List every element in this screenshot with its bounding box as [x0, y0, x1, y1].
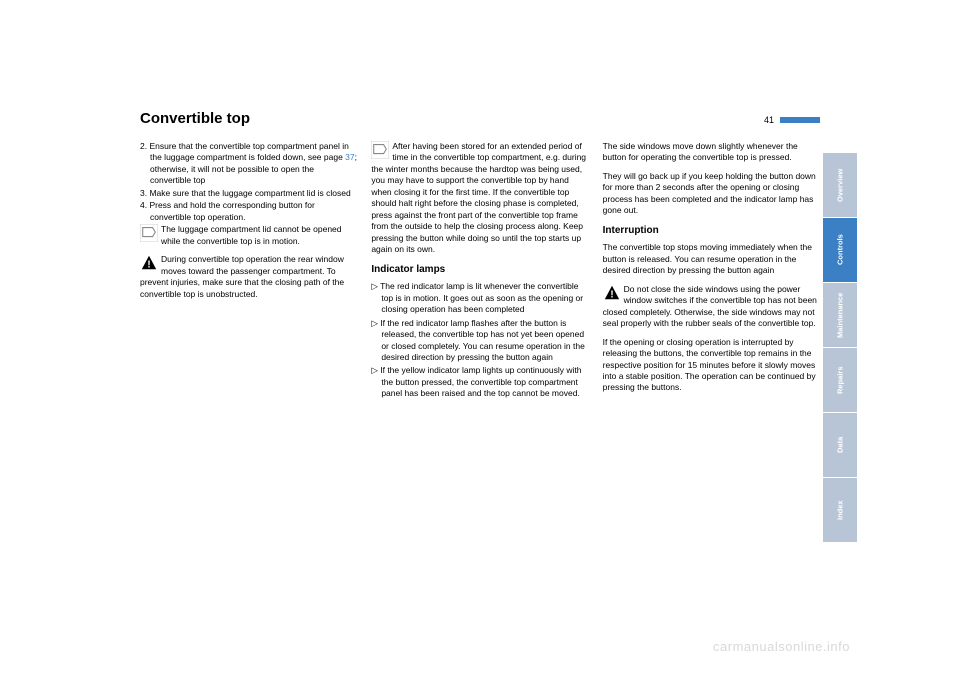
column-1: 2. Ensure that the convertible top compa…: [140, 141, 357, 402]
bullet-list: The red indicator lamp is lit whenever t…: [371, 281, 588, 400]
list-item: If the yellow indicator lamp lights up c…: [371, 365, 588, 399]
tab-maintenance[interactable]: Maintenance: [823, 282, 857, 347]
subheading: Indicator lamps: [371, 263, 588, 277]
page-header: Convertible top 41: [140, 110, 820, 127]
svg-text:!: !: [610, 289, 613, 300]
warning-icon: !: [603, 284, 621, 302]
paragraph: If the opening or closing operation is i…: [603, 337, 820, 394]
info-icon: [371, 141, 389, 159]
svg-text:!: !: [147, 260, 150, 271]
tab-data[interactable]: Data: [823, 412, 857, 477]
page-link[interactable]: 37: [345, 152, 354, 162]
section-indicator-bar: [780, 117, 820, 123]
list-item: 2. Ensure that the convertible top compa…: [140, 141, 357, 187]
warning-note: ! During convertible top operation the r…: [140, 254, 357, 300]
info-note: After having been stored for an extended…: [371, 141, 588, 256]
paragraph: The side windows move down slightly when…: [603, 141, 820, 164]
tab-controls[interactable]: Controls: [823, 217, 857, 282]
paragraph: They will go back up if you keep holding…: [603, 171, 820, 217]
tab-overview[interactable]: Overview: [823, 152, 857, 217]
tab-index[interactable]: Index: [823, 477, 857, 542]
section-tabs: Overview Controls Maintenance Repairs Da…: [823, 152, 857, 542]
text: 2. Ensure that the convertible top compa…: [140, 141, 349, 162]
info-icon: [140, 224, 158, 242]
watermark: carmanualsonline.info: [713, 639, 850, 654]
warning-icon: !: [140, 254, 158, 272]
page-number-block: 41: [764, 115, 820, 125]
list-item: 4. Press and hold the corresponding butt…: [140, 200, 357, 223]
text-columns: 2. Ensure that the convertible top compa…: [140, 141, 820, 402]
note-text: During convertible top operation the rea…: [140, 254, 344, 298]
numbered-list: 2. Ensure that the convertible top compa…: [140, 141, 357, 223]
note-text: After having been stored for an extended…: [371, 141, 586, 254]
paragraph: The convertible top stops moving immedia…: [603, 242, 820, 276]
list-item: The red indicator lamp is lit whenever t…: [371, 281, 588, 315]
page-number: 41: [764, 115, 774, 125]
column-3: The side windows move down slightly when…: [603, 141, 820, 402]
page-title: Convertible top: [140, 110, 250, 127]
info-note: The luggage compartment lid cannot be op…: [140, 224, 357, 247]
manual-page: Convertible top 41 2. Ensure that the co…: [140, 110, 820, 560]
warning-note: ! Do not close the side windows using th…: [603, 284, 820, 330]
tab-repairs[interactable]: Repairs: [823, 347, 857, 412]
note-text: The luggage compartment lid cannot be op…: [161, 224, 342, 245]
column-2: After having been stored for an extended…: [371, 141, 588, 402]
note-text: Do not close the side windows using the …: [603, 284, 817, 328]
list-item: If the red indicator lamp flashes after …: [371, 318, 588, 364]
list-item: 3. Make sure that the luggage compartmen…: [140, 188, 357, 199]
subheading: Interruption: [603, 224, 820, 238]
